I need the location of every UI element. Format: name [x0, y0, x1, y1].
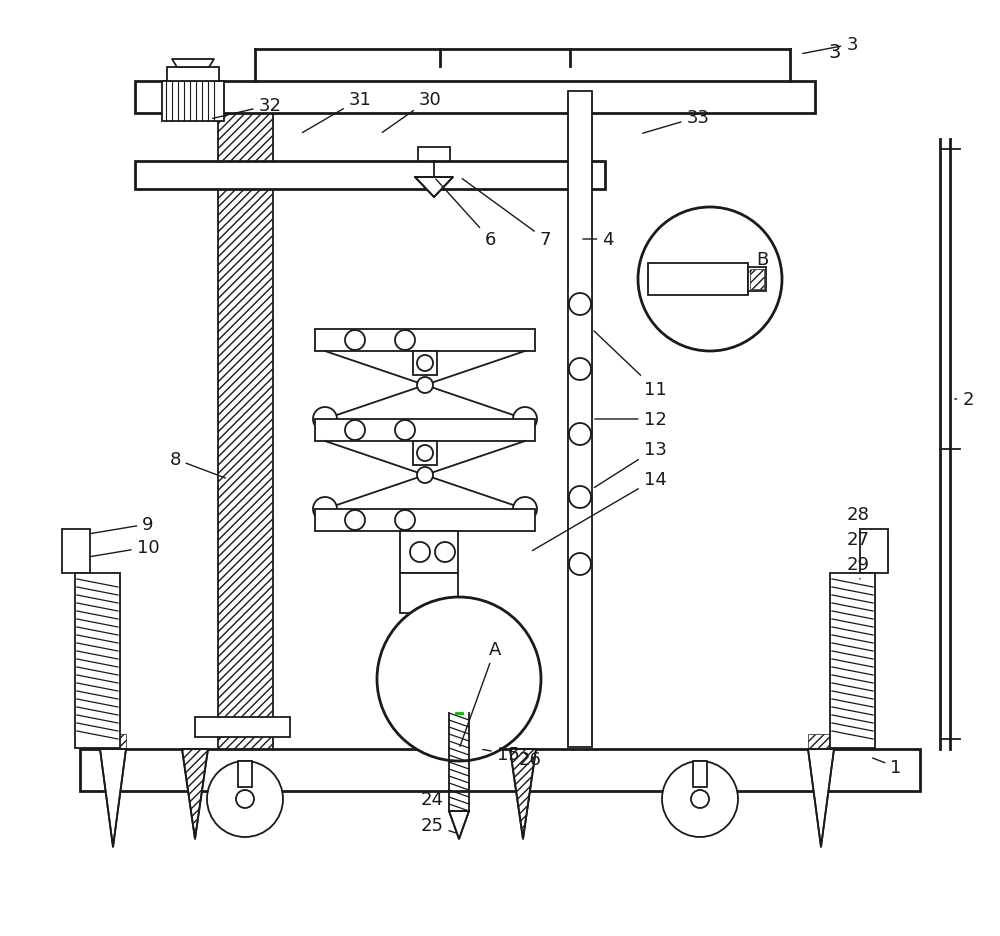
Text: 3: 3 — [829, 43, 841, 63]
Text: 1: 1 — [873, 758, 902, 776]
Bar — [568, 92, 592, 747]
Circle shape — [435, 543, 455, 563]
Text: 11: 11 — [594, 331, 666, 399]
Text: 6: 6 — [436, 180, 496, 249]
Circle shape — [395, 420, 415, 441]
Circle shape — [569, 487, 591, 508]
Circle shape — [410, 543, 430, 563]
Polygon shape — [100, 749, 126, 847]
Text: 3: 3 — [803, 36, 858, 54]
Bar — [62, 530, 90, 574]
Text: 4: 4 — [583, 231, 614, 249]
Text: 28: 28 — [847, 505, 869, 530]
Bar — [400, 532, 458, 574]
Bar — [315, 419, 535, 442]
Bar — [693, 761, 707, 787]
Polygon shape — [510, 749, 536, 839]
Text: 2: 2 — [955, 390, 974, 408]
Polygon shape — [182, 749, 208, 839]
Circle shape — [691, 790, 709, 808]
Text: 9: 9 — [91, 516, 154, 534]
Bar — [830, 574, 875, 748]
Bar — [451, 613, 467, 713]
Text: 25: 25 — [420, 816, 456, 834]
Bar — [135, 162, 605, 190]
Bar — [77, 576, 118, 746]
Text: 31: 31 — [302, 91, 371, 134]
Circle shape — [345, 420, 365, 441]
Bar — [413, 352, 437, 375]
Bar — [218, 92, 273, 749]
Bar — [135, 82, 815, 114]
Bar — [860, 530, 888, 574]
Text: B: B — [750, 251, 768, 272]
Text: 24: 24 — [420, 789, 449, 808]
Circle shape — [569, 424, 591, 446]
Circle shape — [313, 497, 337, 521]
Circle shape — [395, 510, 415, 531]
Polygon shape — [172, 60, 214, 68]
Circle shape — [417, 446, 433, 461]
Bar — [400, 574, 458, 613]
Polygon shape — [808, 749, 834, 847]
Circle shape — [417, 356, 433, 372]
Text: 29: 29 — [846, 555, 869, 579]
Bar — [413, 442, 437, 465]
Circle shape — [569, 294, 591, 315]
Circle shape — [395, 330, 415, 351]
Bar — [648, 264, 748, 296]
Circle shape — [662, 761, 738, 837]
Bar — [75, 574, 120, 748]
Bar — [195, 717, 290, 738]
Bar — [832, 576, 873, 746]
Circle shape — [638, 208, 782, 352]
Text: 8: 8 — [169, 450, 225, 478]
Bar — [748, 268, 766, 292]
Text: 7: 7 — [462, 180, 551, 249]
Circle shape — [417, 377, 433, 393]
Text: 14: 14 — [532, 471, 666, 551]
Bar — [315, 329, 535, 352]
Circle shape — [513, 407, 537, 431]
Polygon shape — [415, 178, 453, 197]
Circle shape — [569, 553, 591, 576]
Circle shape — [207, 761, 283, 837]
Circle shape — [417, 467, 433, 484]
Bar — [238, 761, 252, 787]
Text: 27: 27 — [846, 531, 869, 554]
Bar — [80, 749, 920, 791]
Circle shape — [236, 790, 254, 808]
Circle shape — [513, 497, 537, 521]
Text: 32: 32 — [213, 97, 282, 119]
Text: 10: 10 — [91, 538, 159, 557]
Text: 12: 12 — [595, 411, 666, 429]
Circle shape — [377, 597, 541, 761]
Bar — [750, 270, 764, 289]
Polygon shape — [449, 812, 469, 839]
Circle shape — [569, 358, 591, 381]
Bar — [100, 734, 126, 750]
Circle shape — [345, 510, 365, 531]
Circle shape — [345, 330, 365, 351]
Text: 15: 15 — [483, 745, 519, 763]
Text: A: A — [460, 640, 501, 747]
Bar — [167, 68, 219, 82]
Circle shape — [313, 407, 337, 431]
Bar — [162, 82, 224, 122]
Bar — [315, 509, 535, 532]
Text: 33: 33 — [643, 109, 710, 134]
Bar — [808, 734, 834, 750]
Text: 13: 13 — [594, 441, 666, 488]
Bar — [418, 148, 450, 162]
Text: 26: 26 — [519, 750, 541, 768]
Text: 30: 30 — [382, 91, 441, 133]
